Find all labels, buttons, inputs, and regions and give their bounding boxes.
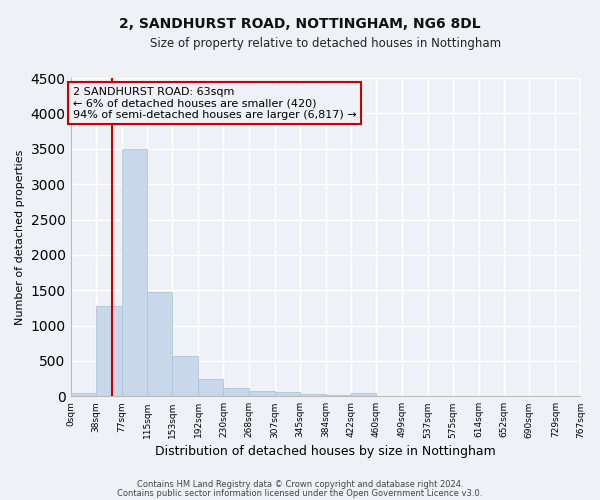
Bar [172,356,198,397]
Y-axis label: Number of detached properties: Number of detached properties [15,150,25,325]
Bar [198,378,223,396]
Bar [300,394,326,396]
X-axis label: Distribution of detached houses by size in Nottingham: Distribution of detached houses by size … [155,444,496,458]
Text: Contains HM Land Registry data © Crown copyright and database right 2024.: Contains HM Land Registry data © Crown c… [137,480,463,489]
Text: 2, SANDHURST ROAD, NOTTINGHAM, NG6 8DL: 2, SANDHURST ROAD, NOTTINGHAM, NG6 8DL [119,18,481,32]
Bar [96,306,122,396]
Text: 2 SANDHURST ROAD: 63sqm
← 6% of detached houses are smaller (420)
94% of semi-de: 2 SANDHURST ROAD: 63sqm ← 6% of detached… [73,86,356,120]
Title: Size of property relative to detached houses in Nottingham: Size of property relative to detached ho… [150,38,501,51]
Text: Contains public sector information licensed under the Open Government Licence v3: Contains public sector information licen… [118,488,482,498]
Bar [147,292,172,397]
Bar [122,149,147,396]
Bar [275,392,300,396]
Bar [71,393,96,396]
Bar [249,390,275,396]
Bar [223,388,249,396]
Bar [351,393,376,396]
Bar [326,394,351,396]
